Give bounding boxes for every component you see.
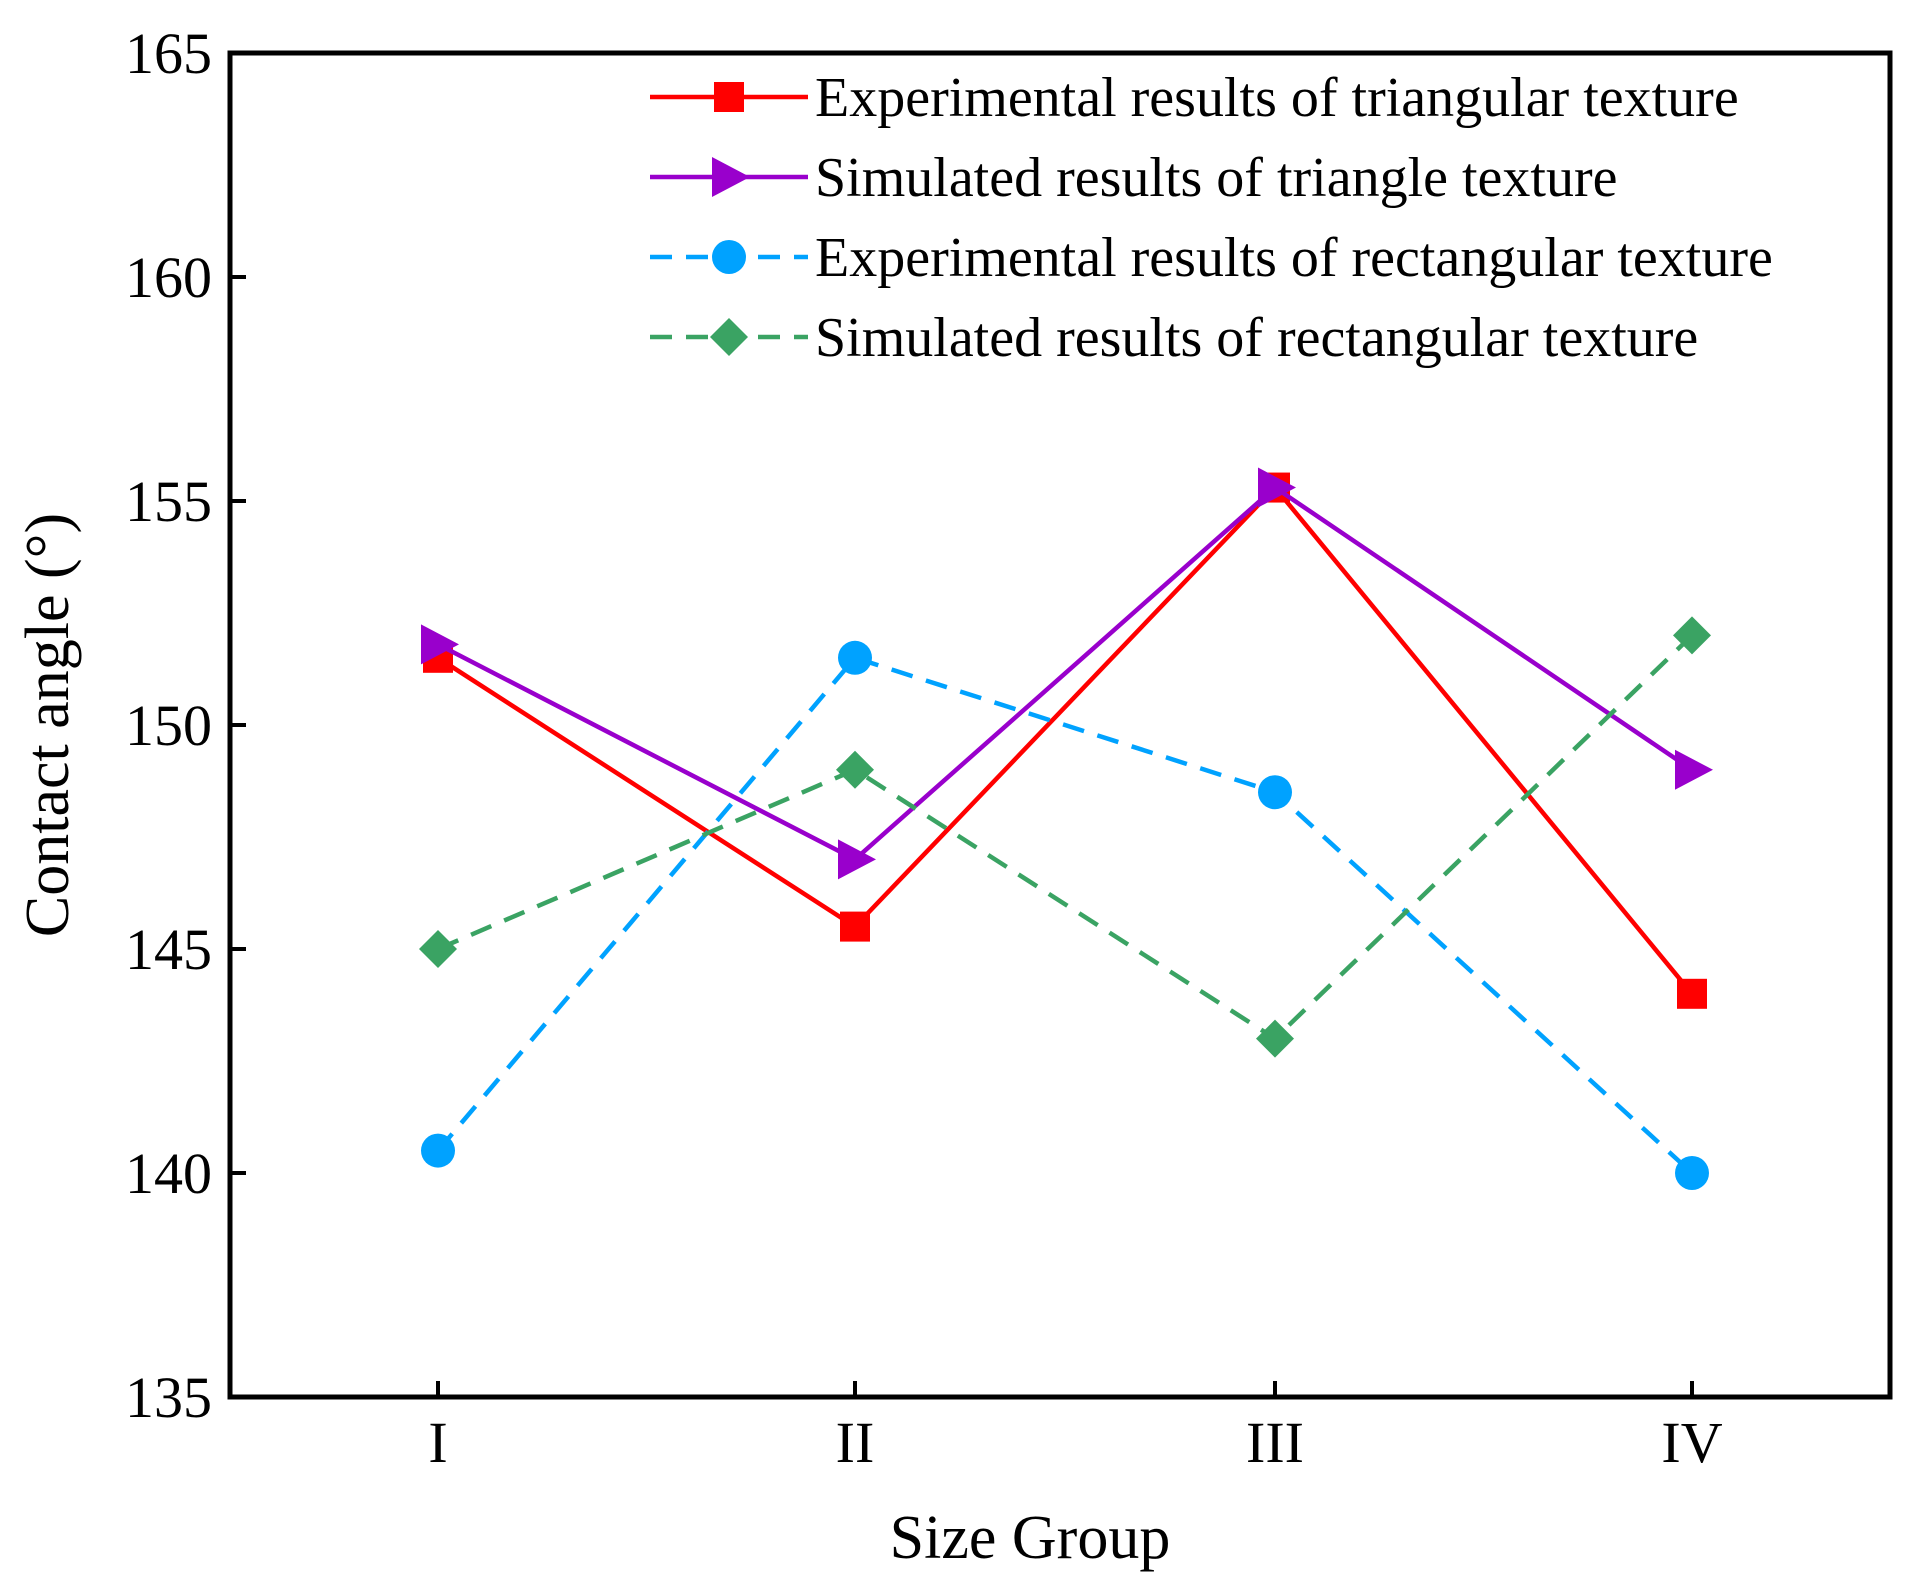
series-3 bbox=[421, 640, 1709, 1190]
data-point bbox=[1256, 1019, 1294, 1058]
series-4 bbox=[419, 616, 1711, 1058]
data-point bbox=[838, 640, 872, 675]
y-axis-title: Contact angle (°) bbox=[14, 513, 82, 937]
data-point bbox=[1675, 1156, 1709, 1190]
series-line bbox=[437, 633, 1694, 1041]
y-axis: 135 140 145 150 155 160 165 bbox=[125, 21, 246, 1430]
legend-marker bbox=[712, 157, 750, 197]
legend-label: Experimental results of rectangular text… bbox=[815, 227, 1773, 289]
data-point bbox=[836, 750, 874, 789]
y-tick-label: 160 bbox=[125, 245, 212, 310]
data-point bbox=[1258, 775, 1292, 810]
y-tick-label: 150 bbox=[125, 693, 212, 758]
series-1 bbox=[423, 472, 1707, 1009]
y-tick-label: 135 bbox=[125, 1365, 212, 1430]
legend-label: Simulated results of rectangular texture bbox=[815, 307, 1698, 369]
x-axis: I II III IV bbox=[428, 1381, 1723, 1475]
series-layer bbox=[419, 467, 1713, 1190]
plot-frame bbox=[227, 50, 1893, 1400]
y-tick-label: 165 bbox=[125, 21, 212, 86]
data-point bbox=[838, 839, 876, 880]
x-tick-label: II bbox=[836, 1410, 875, 1475]
data-point bbox=[1677, 978, 1707, 1009]
data-point bbox=[1258, 467, 1296, 508]
series-2 bbox=[421, 467, 1713, 880]
legend-label: Simulated results of triangle texture bbox=[815, 147, 1617, 209]
legend: Experimental results of triangular textu… bbox=[650, 67, 1773, 369]
legend-item: Simulated results of triangle texture bbox=[650, 147, 1617, 209]
x-tick-label: III bbox=[1246, 1410, 1304, 1475]
legend-marker bbox=[712, 240, 746, 274]
data-point bbox=[421, 1133, 455, 1168]
series-line bbox=[436, 485, 1694, 996]
data-point bbox=[421, 624, 459, 665]
legend-marker bbox=[714, 82, 744, 112]
legend-item: Simulated results of rectangular texture bbox=[650, 307, 1698, 369]
data-point bbox=[1673, 616, 1711, 655]
legend-item: Experimental results of rectangular text… bbox=[650, 227, 1773, 289]
data-point bbox=[1675, 749, 1713, 790]
y-tick-label: 145 bbox=[125, 917, 212, 982]
legend-marker bbox=[710, 318, 748, 356]
y-tick-label: 140 bbox=[125, 1141, 212, 1206]
series-line bbox=[436, 485, 1694, 862]
x-axis-title: Size Group bbox=[890, 1504, 1171, 1572]
series-line bbox=[436, 655, 1694, 1175]
data-point bbox=[840, 911, 870, 942]
x-tick-label: IV bbox=[1661, 1410, 1722, 1475]
legend-item: Experimental results of triangular textu… bbox=[650, 67, 1739, 129]
data-point bbox=[419, 930, 457, 968]
legend-label: Experimental results of triangular textu… bbox=[815, 67, 1739, 129]
x-tick-label: I bbox=[428, 1410, 447, 1475]
y-tick-label: 155 bbox=[125, 469, 212, 534]
